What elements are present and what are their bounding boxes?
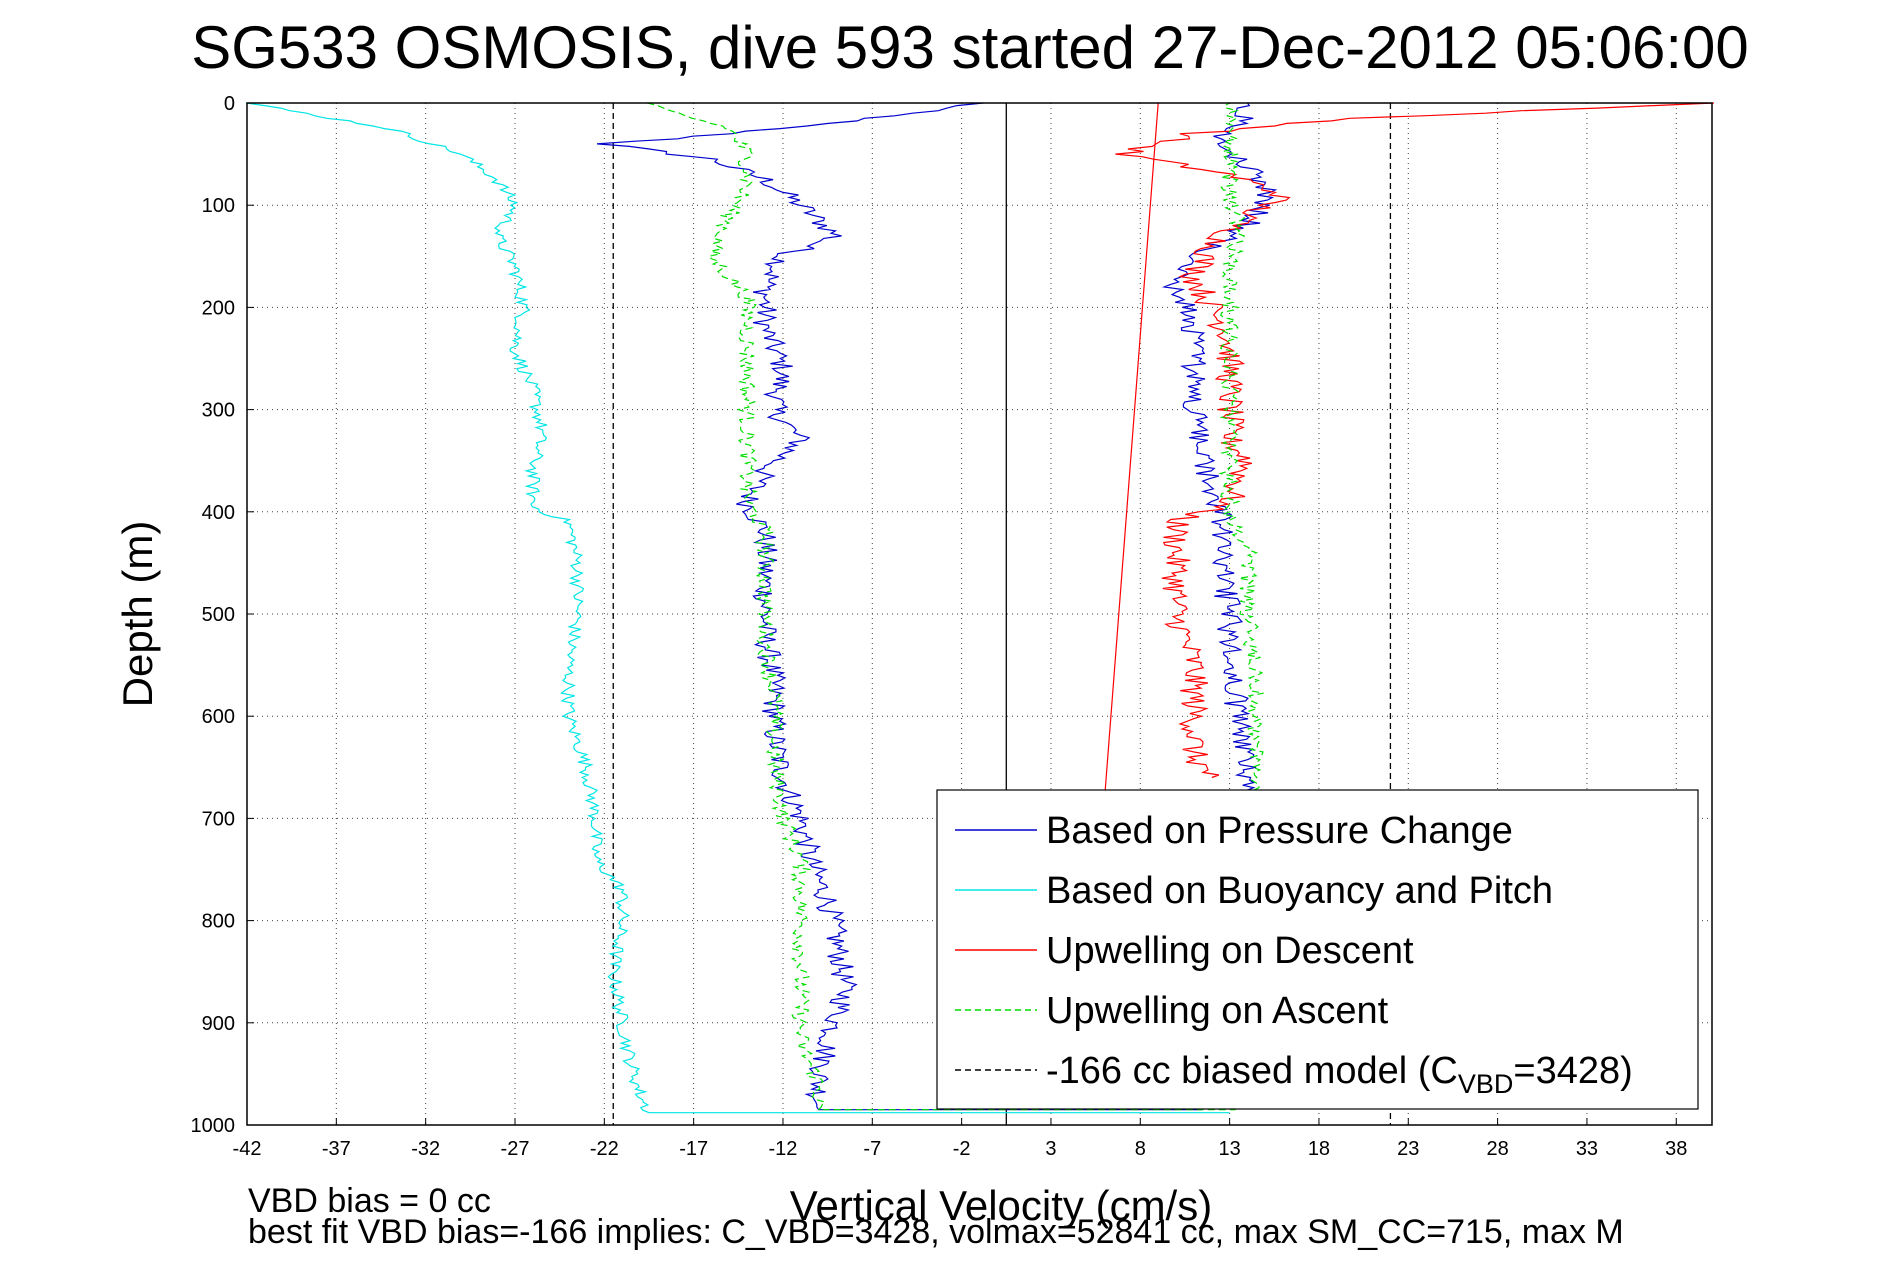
y-axis-label: Depth (m) <box>114 521 161 708</box>
legend-box <box>936 789 1699 1110</box>
y-tick-label: 1000 <box>191 1115 236 1137</box>
x-tick-label: -42 <box>233 1138 262 1160</box>
x-tick-label: -17 <box>679 1138 708 1160</box>
plot-frame <box>246 102 1713 1126</box>
legend-label-subscript: VBD <box>1458 1069 1514 1099</box>
y-tick-label: 0 <box>224 93 235 115</box>
footer-line-2: best fit VBD bias=-166 implies: C_VBD=34… <box>248 1213 1624 1251</box>
y-axis-ticks: 0 100 200 300 400 500 600 700 800 900 1000 <box>191 93 254 1137</box>
x-tick-label: 8 <box>1135 1138 1146 1160</box>
legend-label-prefix: -166 cc biased model (C <box>1046 1050 1458 1092</box>
legend: Based on Pressure Change Based on Buoyanc… <box>936 789 1699 1110</box>
x-tick-label: 33 <box>1576 1138 1598 1160</box>
x-tick-label: 28 <box>1486 1138 1508 1160</box>
legend-label: -166 cc biased model (CVBD=3428) <box>1046 1050 1633 1099</box>
x-tick-label: 13 <box>1218 1138 1240 1160</box>
x-tick-label: 38 <box>1665 1138 1687 1160</box>
series-group <box>245 102 1715 1114</box>
y-tick-label: 100 <box>202 195 235 217</box>
y-tick-label: 600 <box>202 706 235 728</box>
chart-title: SG533 OSMOSIS, dive 593 started 27-Dec-2… <box>191 14 1749 81</box>
x-tick-label: 18 <box>1308 1138 1330 1160</box>
x-tick-label: -27 <box>501 1138 530 1160</box>
footer-line-1: VBD bias = 0 cc <box>248 1182 491 1220</box>
series-line <box>245 102 1230 1114</box>
x-axis-ticks: -42 -37 -32 -27 -22 -17 -12 -7 -2 3 8 13 18 23 28 33 38 <box>233 1118 1687 1160</box>
y-tick-label: 900 <box>202 1013 235 1035</box>
y-tick-label: 700 <box>202 808 235 830</box>
series-line <box>647 102 1264 1111</box>
x-tick-label: -22 <box>590 1138 619 1160</box>
y-tick-label: 300 <box>202 400 235 422</box>
x-tick-label: -2 <box>953 1138 971 1160</box>
x-tick-label: 23 <box>1397 1138 1419 1160</box>
legend-label: Upwelling on Ascent <box>1046 990 1389 1032</box>
y-tick-label: 500 <box>202 604 235 626</box>
y-tick-label: 400 <box>202 502 235 524</box>
series-line <box>1104 102 1159 799</box>
y-tick-label: 800 <box>202 911 235 933</box>
y-tick-label: 200 <box>202 297 235 319</box>
x-tick-label: -7 <box>863 1138 881 1160</box>
x-tick-label: -37 <box>322 1138 351 1160</box>
legend-label-suffix: =3428) <box>1513 1050 1632 1092</box>
x-tick-label: 3 <box>1045 1138 1056 1160</box>
series-line <box>1115 102 1715 779</box>
legend-label: Based on Buoyancy and Pitch <box>1046 870 1553 912</box>
x-tick-label: -12 <box>769 1138 798 1160</box>
x-tick-label: -32 <box>411 1138 440 1160</box>
legend-label: Upwelling on Descent <box>1046 930 1414 972</box>
legend-label: Based on Pressure Change <box>1046 810 1513 852</box>
x-axis-label: Vertical Velocity (cm/s) <box>790 1182 1212 1229</box>
